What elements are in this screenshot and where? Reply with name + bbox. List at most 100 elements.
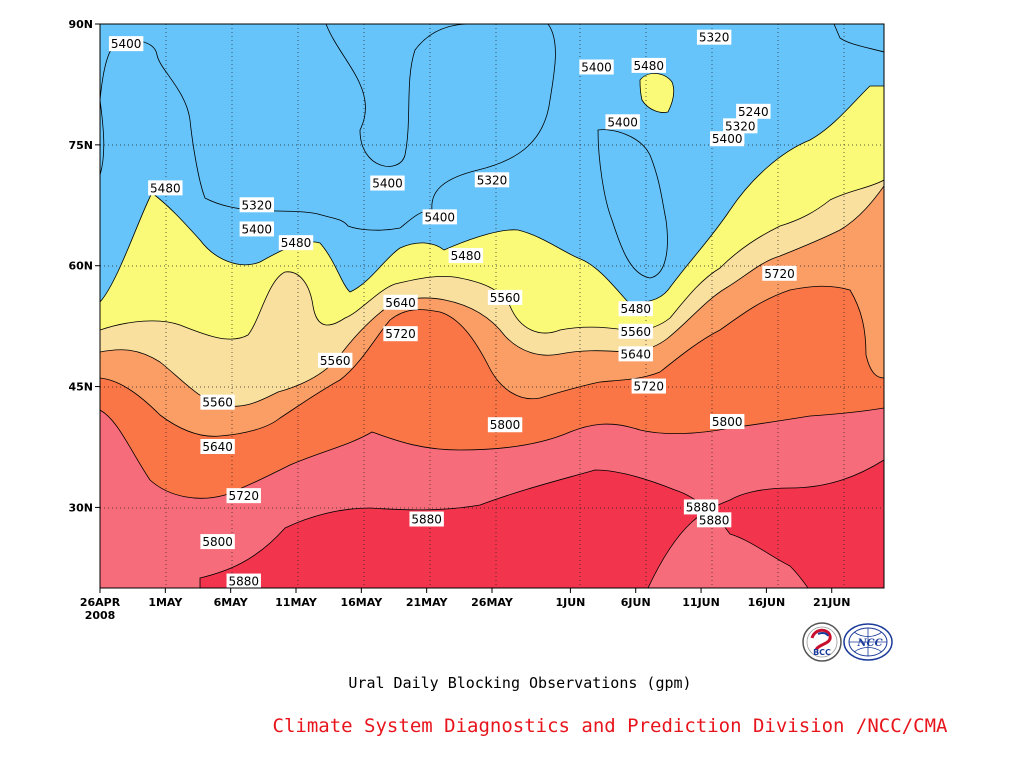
y-tick-label: 30N	[68, 501, 93, 514]
svg-text:5720: 5720	[228, 489, 259, 503]
svg-text:5800: 5800	[712, 415, 743, 429]
svg-text:5560: 5560	[320, 354, 351, 368]
y-tick-label: 90N	[68, 18, 93, 31]
x-tick-label: 11JUN	[682, 596, 720, 609]
grid-lines	[100, 24, 884, 588]
svg-text:5320: 5320	[725, 119, 756, 133]
x-tick-label: 11MAY	[275, 596, 318, 609]
svg-text:5880: 5880	[228, 575, 259, 589]
contour-label: 5720	[762, 265, 797, 281]
svg-text:5880: 5880	[686, 500, 717, 514]
svg-text:5480: 5480	[634, 59, 665, 73]
svg-text:5880: 5880	[699, 513, 730, 527]
contour-label: 5400	[370, 175, 405, 191]
bcc-logo: BCC	[802, 622, 842, 662]
contour-label: 5800	[710, 414, 745, 430]
contour-label: 5560	[487, 289, 523, 305]
contour-label: 5880	[226, 573, 261, 589]
x-tick-label: 6JUN	[621, 596, 651, 609]
contour-label: 5400	[605, 114, 640, 130]
svg-text:5320: 5320	[699, 31, 730, 45]
svg-text:5800: 5800	[202, 535, 233, 549]
contour-label: 5880	[696, 512, 732, 528]
contour-label: 5480	[278, 235, 314, 251]
contour-label: 5560	[200, 394, 235, 410]
svg-text:5720: 5720	[634, 380, 665, 394]
svg-text:5640: 5640	[385, 296, 416, 310]
svg-text:5720: 5720	[385, 327, 416, 341]
contour-label: 5400	[710, 131, 745, 147]
svg-text:5640: 5640	[620, 347, 651, 361]
svg-text:NCC: NCC	[856, 638, 882, 649]
contour-label: 5560	[618, 323, 653, 339]
y-tick-label: 45N	[68, 381, 93, 394]
chart-footer: Climate System Diagnostics and Predictio…	[273, 715, 948, 737]
y-axis-ticks: 90N 75N 60N 45N 30N	[68, 18, 100, 514]
svg-text:5640: 5640	[202, 440, 233, 454]
svg-text:5480: 5480	[281, 236, 312, 250]
contour-label: 5480	[148, 180, 183, 196]
contour-label: 5400	[579, 59, 614, 75]
contour-label: 5320	[696, 29, 732, 45]
x-tick-label: 1MAY	[148, 596, 183, 609]
svg-text:5400: 5400	[712, 132, 743, 146]
svg-text:5240: 5240	[738, 105, 769, 119]
x-tick-label: 26APR	[80, 596, 121, 609]
contour-label: 5720	[631, 378, 666, 394]
y-tick-label: 60N	[68, 260, 93, 273]
svg-text:5480: 5480	[150, 181, 181, 195]
ncc-logo: NCC	[843, 623, 893, 661]
contour-label: 5320	[239, 197, 274, 213]
contour-label: 5880	[683, 499, 719, 515]
contour-label: 5800	[487, 417, 523, 433]
svg-text:5560: 5560	[490, 291, 521, 305]
contour-label: 5320	[723, 118, 758, 134]
svg-text:5400: 5400	[372, 177, 403, 191]
svg-text:5560: 5560	[620, 325, 651, 339]
x-tick-label: 21JUN	[813, 596, 851, 609]
x-tick-label: 21MAY	[406, 596, 449, 609]
svg-text:5800: 5800	[490, 418, 521, 432]
contour-plot-area: 5400548053205400548054005400532054805560…	[100, 24, 884, 589]
x-tick-label: 16MAY	[340, 596, 383, 609]
contour-label: 5800	[200, 534, 235, 550]
contour-label: 5320	[474, 172, 510, 188]
x-axis-ticks: 26APR 1MAY 6MAY 11MAY 16MAY 21MAY 26MAY 1JUN 6JU…	[80, 588, 851, 609]
contour-label: 5480	[618, 301, 653, 317]
svg-text:5400: 5400	[424, 210, 455, 224]
contour-label: 5400	[108, 36, 144, 52]
svg-text:BCC: BCC	[813, 648, 831, 657]
contour-label: 5720	[226, 488, 261, 504]
contour-label: 5480	[631, 57, 666, 73]
contour-label: 5640	[383, 294, 418, 310]
svg-text:5480: 5480	[620, 302, 651, 316]
svg-text:5400: 5400	[111, 37, 142, 51]
x-tick-label: 6MAY	[214, 596, 249, 609]
svg-text:5880: 5880	[411, 513, 442, 527]
x-tick-label: 1JUN	[555, 596, 585, 609]
contour-label: 5640	[618, 346, 653, 362]
x-tick-label: 26MAY	[471, 596, 514, 609]
svg-text:5720: 5720	[764, 267, 795, 281]
contour-label: 5640	[200, 439, 235, 454]
contour-label: 5480	[448, 248, 484, 264]
x-axis-year: 2008	[85, 609, 116, 622]
contour-labels: 5400548053205400548054005400532054805560…	[108, 29, 797, 589]
svg-text:5480: 5480	[451, 249, 482, 263]
contour-label: 5880	[409, 511, 444, 527]
contour-label: 5400	[239, 221, 274, 237]
x-tick-label: 16JUN	[748, 596, 786, 609]
svg-text:5400: 5400	[242, 222, 273, 236]
contour-label: 5720	[383, 326, 418, 342]
contour-label: 5560	[318, 352, 353, 368]
svg-text:5320: 5320	[477, 173, 508, 187]
svg-text:5400: 5400	[607, 115, 638, 129]
contour-label: 5400	[422, 209, 457, 225]
contour-label: 5240	[736, 103, 771, 119]
svg-text:5320: 5320	[242, 198, 273, 212]
svg-text:5560: 5560	[202, 396, 233, 410]
chart-title: Ural Daily Blocking Observations (gpm)	[348, 674, 691, 692]
y-tick-label: 75N	[68, 139, 93, 152]
svg-text:5400: 5400	[581, 61, 612, 75]
